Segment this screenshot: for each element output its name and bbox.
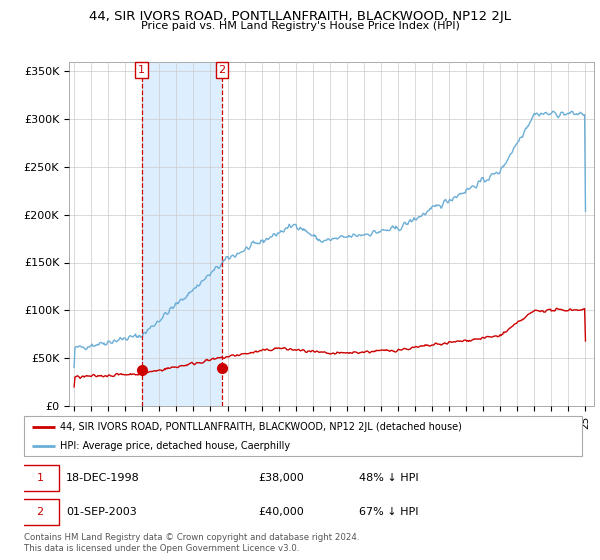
Text: 67% ↓ HPI: 67% ↓ HPI [359,507,418,517]
Text: 44, SIR IVORS ROAD, PONTLLANFRAITH, BLACKWOOD, NP12 2JL (detached house): 44, SIR IVORS ROAD, PONTLLANFRAITH, BLAC… [60,422,462,432]
Text: 01-SEP-2003: 01-SEP-2003 [66,507,137,517]
Text: HPI: Average price, detached house, Caerphilly: HPI: Average price, detached house, Caer… [60,441,290,450]
Bar [142,62,222,406]
Text: 2: 2 [37,507,44,517]
FancyBboxPatch shape [24,416,582,456]
Text: 18-DEC-1998: 18-DEC-1998 [66,473,140,483]
Text: £38,000: £38,000 [259,473,304,483]
Text: £40,000: £40,000 [259,507,304,517]
Text: 48% ↓ HPI: 48% ↓ HPI [359,473,418,483]
Text: 2: 2 [218,65,226,75]
Text: 1: 1 [37,473,44,483]
FancyBboxPatch shape [21,500,59,525]
FancyBboxPatch shape [21,465,59,491]
Text: 1: 1 [138,65,145,75]
Text: Contains HM Land Registry data © Crown copyright and database right 2024.
This d: Contains HM Land Registry data © Crown c… [24,533,359,553]
Text: 44, SIR IVORS ROAD, PONTLLANFRAITH, BLACKWOOD, NP12 2JL: 44, SIR IVORS ROAD, PONTLLANFRAITH, BLAC… [89,10,511,23]
Text: Price paid vs. HM Land Registry's House Price Index (HPI): Price paid vs. HM Land Registry's House … [140,21,460,31]
